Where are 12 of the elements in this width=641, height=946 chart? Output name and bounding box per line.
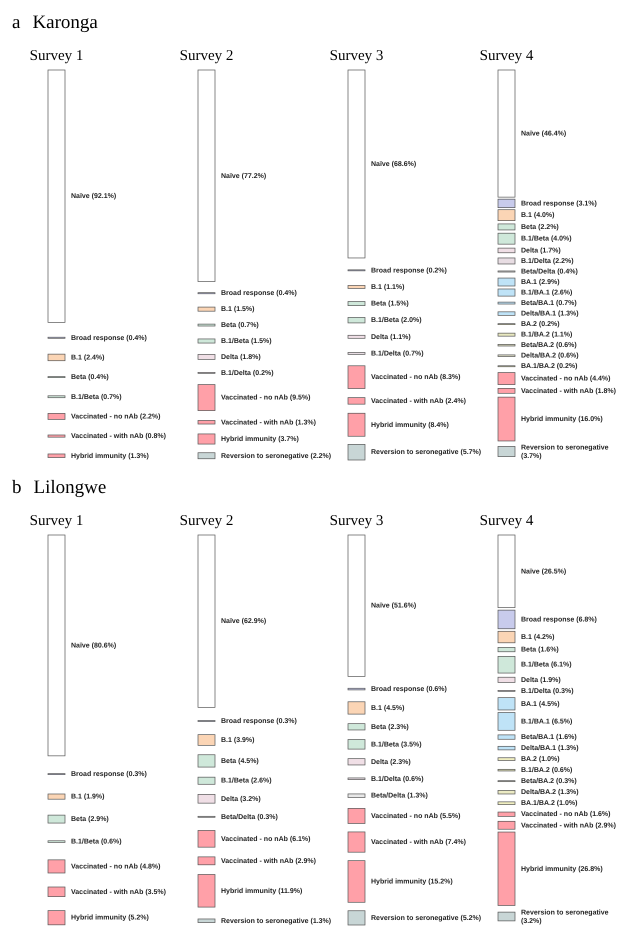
text: Survey 3 <box>330 48 384 64</box>
text: Survey 3 <box>330 513 384 529</box>
text: Survey 1 <box>30 48 84 64</box>
text: Lilongwe <box>34 477 106 498</box>
text: Survey 2 <box>180 513 234 529</box>
text: Survey 1 <box>30 513 84 529</box>
text: Survey 4 <box>480 48 534 64</box>
text: a <box>12 12 21 33</box>
text: Karonga <box>32 12 98 33</box>
text: b <box>12 477 22 498</box>
text: Survey 4 <box>480 513 534 529</box>
text: Survey 2 <box>180 48 234 64</box>
